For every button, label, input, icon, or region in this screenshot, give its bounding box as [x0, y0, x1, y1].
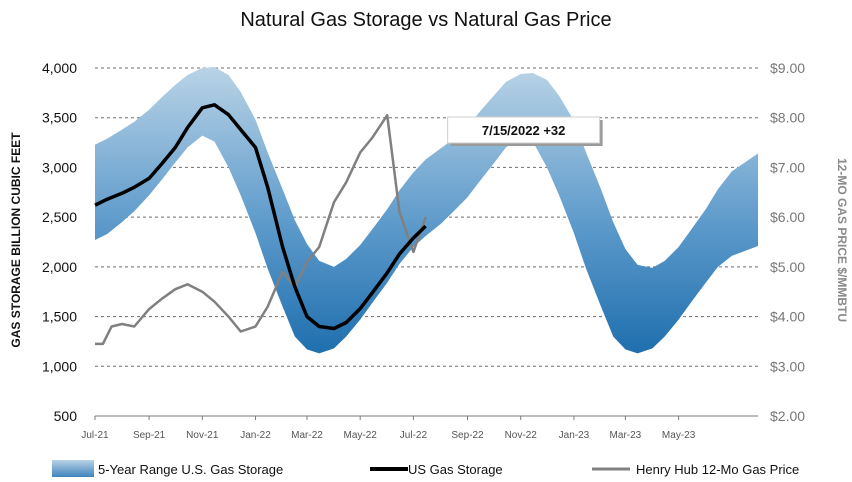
y2-tick-label: $4.00 — [770, 309, 805, 325]
x-tick-label: May-22 — [344, 430, 378, 441]
y-tick-label: 2,500 — [42, 209, 77, 225]
storage-range-band — [95, 67, 758, 354]
y-axis-left-title: GAS STORAGE BILLION CUBIC FEET — [9, 132, 23, 348]
chart-title: Natural Gas Storage vs Natural Gas Price — [240, 9, 611, 31]
y2-tick-label: $2.00 — [770, 408, 805, 424]
y2-tick-label: $5.00 — [770, 259, 805, 275]
y2-tick-label: $8.00 — [770, 110, 805, 126]
x-tick-label: Jan-23 — [559, 430, 590, 441]
x-tick-label: Jul-21 — [81, 430, 109, 441]
y2-tick-label: $6.00 — [770, 209, 805, 225]
x-tick-label: Jul-22 — [400, 430, 428, 441]
legend-label-range: 5-Year Range U.S. Gas Storage — [98, 462, 283, 477]
us-gas-storage-line — [94, 103, 427, 331]
x-tick-label: Sep-21 — [133, 430, 166, 441]
y-tick-label: 4,000 — [42, 60, 77, 76]
x-tick-label: Sep-22 — [451, 430, 484, 441]
legend-swatch-range — [52, 460, 94, 477]
y2-tick-label: $9.00 — [770, 60, 805, 76]
y-tick-label: 3,000 — [42, 159, 77, 175]
legend-label-price: Henry Hub 12-Mo Gas Price — [636, 462, 799, 477]
legend: 5-Year Range U.S. Gas Storage US Gas Stor… — [52, 460, 799, 477]
henry-hub-price-line — [95, 113, 427, 346]
y-tick-label: 3,500 — [42, 110, 77, 126]
annotation-box — [447, 116, 601, 144]
y-axis-right-title: 12-MO GAS PRICE $/MMBTU — [835, 158, 849, 322]
y-axis-left-ticks: 500 1,000 1,500 2,000 2,500 3,000 3,500 4,000 — [42, 60, 77, 424]
annotation-label: 7/15/2022 +32 — [482, 123, 566, 138]
y-tick-label: 1,500 — [42, 309, 77, 325]
annotation: 7/15/2022 +32 — [447, 116, 603, 146]
x-tick-label: Nov-21 — [186, 430, 219, 441]
y-tick-label: 2,000 — [42, 259, 77, 275]
x-tick-label: May-23 — [662, 430, 696, 441]
x-tick-label: Jan-22 — [240, 430, 271, 441]
x-tick-label: Nov-22 — [505, 430, 538, 441]
storage-range-area — [95, 67, 758, 354]
series-lines — [94, 103, 427, 346]
y2-tick-label: $7.00 — [770, 159, 805, 175]
x-tick-label: Mar-23 — [610, 430, 642, 441]
y-axis-right-ticks: $2.00 $3.00 $4.00 $5.00 $6.00 $7.00 $8.00 $9.00 — [770, 60, 805, 424]
legend-label-storage: US Gas Storage — [408, 462, 503, 477]
x-axis-ticks: Jul-21 Sep-21 Nov-21 Jan-22 Mar-22 May-22 Jul-… — [81, 416, 696, 441]
y-tick-label: 1,000 — [42, 358, 77, 374]
y2-tick-label: $3.00 — [770, 358, 805, 374]
x-tick-label: Mar-22 — [291, 430, 323, 441]
y-tick-label: 500 — [54, 408, 78, 424]
